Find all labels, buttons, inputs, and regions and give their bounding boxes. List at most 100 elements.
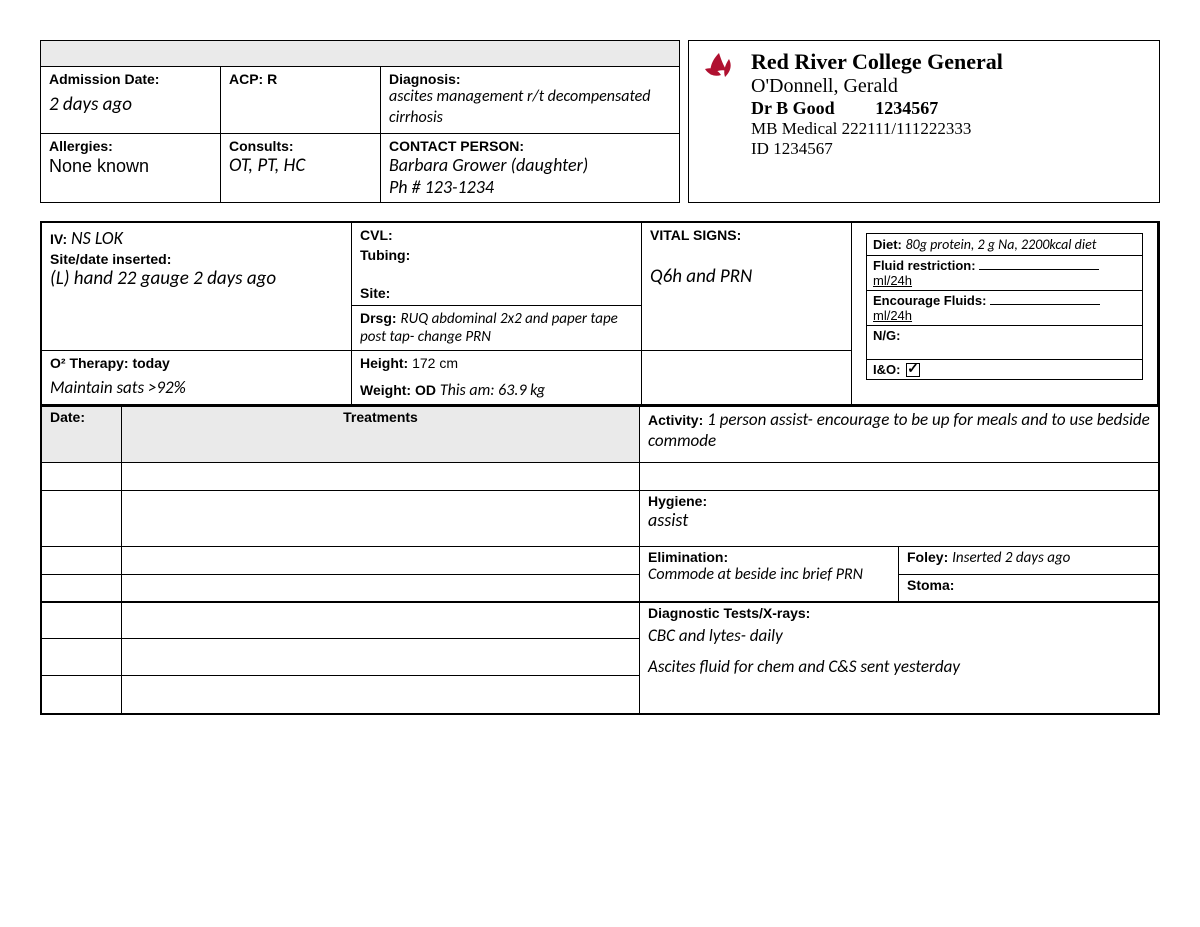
admission-date-cell: Admission Date: 2 days ago [41,67,221,134]
institution-text: Red River College General O'Donnell, Ger… [751,49,1003,159]
dx-cell: Diagnostic Tests/X-rays: CBC and lytes- … [640,603,1158,713]
institution-title: Red River College General [751,49,1003,75]
hygiene-value: assist [648,509,1150,531]
foley-label: Foley: [907,549,948,565]
foley-cell: Foley: Inserted 2 days ago [899,547,1158,576]
consults-value: OT, PT, HC [229,154,372,177]
id-line: ID 1234567 [751,139,1003,159]
treatments-header: Treatments [122,407,640,463]
patient-info-block: Admission Date: 2 days ago ACP: R Diagno… [40,40,680,203]
weight-value: This am: 63.9 kg [440,381,545,400]
drsg-value: RUQ abdominal 2x2 and paper tape post ta… [360,310,618,346]
activity-cell: Activity: 1 person assist- encourage to … [640,407,1158,463]
kardex-form: Admission Date: 2 days ago ACP: R Diagno… [40,40,1160,715]
physician-name: Dr B Good [751,98,835,118]
elimination-cell: Elimination: Commode at beside inc brief… [640,547,1158,603]
treatment-row-4 [122,575,640,603]
vital-value: Q6h and PRN [650,265,843,288]
date-row-4 [42,575,122,603]
drsg-label: Drsg: [360,310,397,326]
grey-banner [41,41,679,67]
o2-value: Maintain sats >92% [50,377,343,398]
iv-label: IV: [50,231,67,247]
height-value: 172 cm [412,355,458,371]
encourage-fluids-row: Encourage Fluids: ml/24h [867,291,1142,326]
contact-cell: CONTACT PERSON: Barbara Grower (daughter… [381,134,679,202]
hygiene-cell: Hygiene: assist [640,491,1158,547]
stoma-label: Stoma: [907,577,954,593]
site2-label: Site: [360,285,633,301]
clinical-grid: IV: NS LOK Site/date inserted: (L) hand … [40,221,1160,407]
fluid-r-label: Fluid restriction: [873,258,976,273]
height-label: Height: [360,355,408,371]
elim-left: Elimination: Commode at beside inc brief… [640,547,899,601]
height-weight-cell: Height: 172 cm Weight: OD This am: 63.9 … [352,351,642,405]
contact-phone: Ph # 123-1234 [389,176,671,198]
contact-name: Barbara Grower (daughter) [389,154,671,176]
date-header: Date: [42,407,122,463]
allergies-label: Allergies: [49,138,212,154]
elim-label: Elimination: [648,549,890,565]
io-checkbox-icon [906,363,920,377]
treatment-row-7 [122,676,640,713]
date-row-1 [42,463,122,491]
o2-cell: O² Therapy: today Maintain sats >92% [42,351,352,405]
admission-date-value: 2 days ago [49,93,212,116]
diet-value: 80g protein, 2 g Na, 2200kcal diet [906,236,1097,253]
treatment-row-2 [122,491,640,547]
college-logo-icon [699,49,739,92]
mrn: 1234567 [875,98,938,118]
foley-value: Inserted 2 days ago [952,549,1070,567]
diet-row: Diet: 80g protein, 2 g Na, 2200kcal diet [867,234,1142,256]
date-row-3 [42,547,122,575]
date-row-7 [42,676,122,713]
elim-value: Commode at beside inc brief PRN [648,565,890,584]
bottom-grid: Date: Treatments Activity: 1 person assi… [40,407,1160,715]
stoma-cell: Stoma: [899,575,1158,601]
ng-label: N/G: [873,328,900,343]
dx-label: Diagnostic Tests/X-rays: [648,605,1150,621]
drsg-cell: Drsg: RUQ abdominal 2x2 and paper tape p… [352,306,642,351]
activity-cont [640,463,1158,491]
cvl-label: CVL: [360,227,633,243]
iv-cell: IV: NS LOK Site/date inserted: (L) hand … [42,223,352,351]
site-label: Site/date inserted: [50,251,343,267]
dx-line2: Ascites fluid for chem and C&S sent yest… [648,656,1150,677]
diet-label: Diet: [873,237,902,252]
vital-extend-cell [642,351,852,405]
site-value: (L) hand 22 gauge 2 days ago [50,267,343,290]
iv-value: NS LOK [71,227,123,249]
weight-label: Weight: OD [360,382,436,398]
o2-label: O² Therapy: today [50,355,343,371]
activity-label: Activity: [648,412,703,428]
plan-line: MB Medical 222111/111222333 [751,119,1003,139]
contact-label: CONTACT PERSON: [389,138,671,154]
enc-label: Encourage Fluids: [873,293,986,308]
io-label: I&O: [873,362,900,377]
treatment-row-1 [122,463,640,491]
vital-signs-cell: VITAL SIGNS: Q6h and PRN [642,223,852,351]
treatment-row-3 [122,547,640,575]
diagnosis-cell: Diagnosis: ascites management r/t decomp… [381,67,679,134]
allergies-cell: Allergies: None known [41,134,221,202]
diagnosis-label: Diagnosis: [389,71,671,87]
acp-cell: ACP: R [221,67,381,134]
dx-line1: CBC and lytes- daily [648,625,1150,646]
date-row-2 [42,491,122,547]
activity-value: 1 person assist- encourage to be up for … [648,409,1150,451]
cvl-cell: CVL: Tubing: Site: [352,223,642,306]
patient-name: O'Donnell, Gerald [751,75,1003,98]
vital-label: VITAL SIGNS: [650,227,843,243]
admission-date-label: Admission Date: [49,71,212,87]
treatment-row-6 [122,639,640,676]
fluid-restriction-row: Fluid restriction: ml/24h [867,256,1142,291]
date-row-5 [42,603,122,640]
allergies-value: None known [49,156,212,177]
date-row-6 [42,639,122,676]
diet-inner-box: Diet: 80g protein, 2 g Na, 2200kcal diet… [866,233,1143,381]
institution-block: Red River College General O'Donnell, Ger… [688,40,1160,203]
consults-label: Consults: [229,138,372,154]
acp-label: ACP: R [229,71,372,87]
fluid-r-unit: ml/24h [873,273,912,288]
diagnosis-value: ascites management r/t decompensated cir… [389,87,671,129]
